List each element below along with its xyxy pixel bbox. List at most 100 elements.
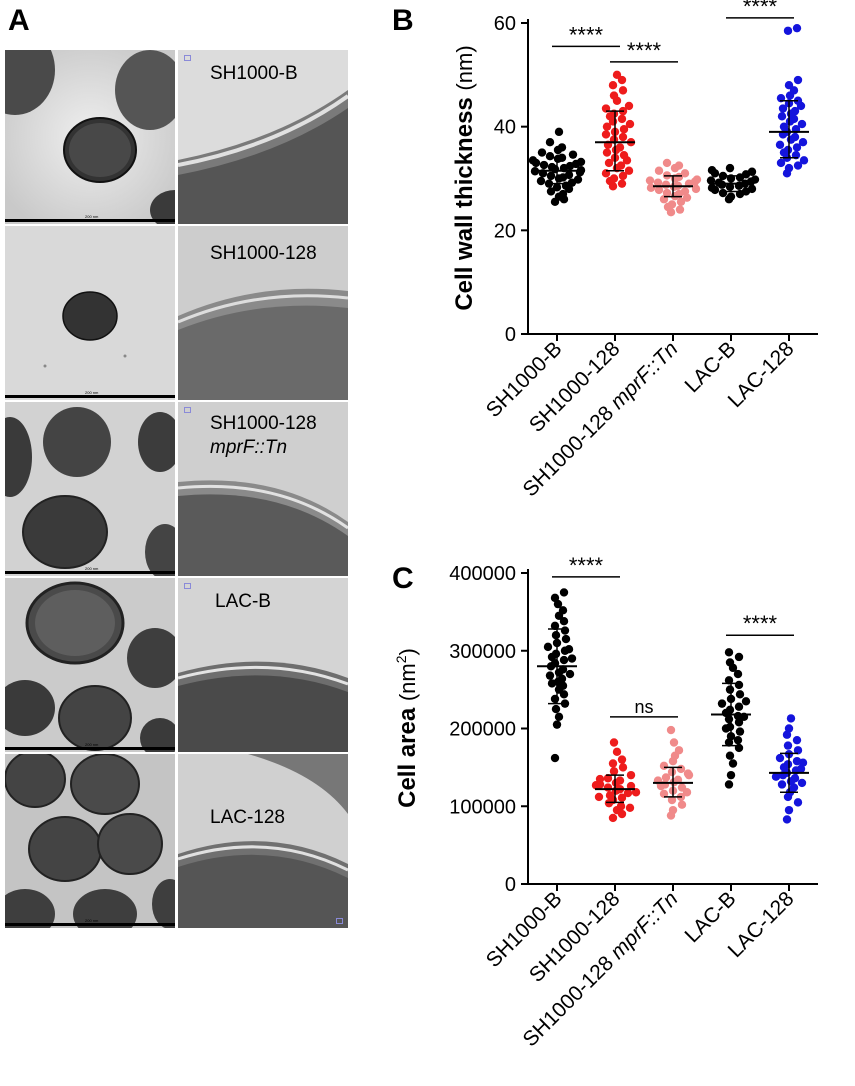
data-point: [682, 788, 692, 797]
data-point: [609, 738, 619, 747]
data-point: [662, 158, 672, 168]
data-point: [793, 75, 803, 85]
zoom-micrograph: [178, 402, 348, 576]
data-point: [674, 746, 684, 755]
data-point: [617, 114, 627, 124]
zoom-micrograph: [178, 754, 348, 928]
panel-letter-b: B: [392, 4, 414, 37]
data-point: [667, 767, 677, 777]
series-group: [595, 70, 636, 191]
data-point: [799, 156, 809, 165]
data-point: [594, 792, 604, 802]
data-point: [561, 634, 571, 644]
series-group: [653, 725, 694, 820]
data-point: [539, 160, 549, 170]
data-point: [784, 724, 794, 733]
data-point: [602, 122, 612, 131]
data-point: [726, 192, 736, 201]
data-point: [666, 725, 676, 735]
y-axis-title: Cell wall thickness (nm): [451, 45, 478, 310]
data-point: [545, 138, 555, 147]
data-point: [631, 788, 641, 797]
data-point: [654, 185, 664, 195]
overview-micrograph: 200 nm: [5, 402, 175, 576]
data-point: [545, 152, 555, 161]
data-point: [617, 179, 627, 188]
y-tick-label: 400000: [449, 563, 516, 585]
y-axis-title-superscript: 2: [393, 655, 409, 663]
micrograph-row-lac-128: 200 nm LAC-128: [5, 754, 348, 928]
data-point: [554, 712, 564, 722]
y-tick-label: 20: [494, 220, 516, 242]
data-point: [667, 200, 677, 209]
data-point: [615, 143, 625, 152]
data-point: [608, 813, 618, 823]
data-point: [735, 690, 745, 699]
data-point: [623, 788, 633, 798]
data-point: [557, 143, 567, 152]
micrograph-label: LAC-128: [210, 807, 285, 828]
data-point: [725, 163, 735, 173]
data-point: [779, 122, 789, 131]
data-point: [676, 764, 686, 774]
data-point: [551, 704, 561, 714]
data-point: [550, 593, 560, 603]
data-point: [725, 751, 735, 760]
marker-icon: [184, 407, 191, 413]
data-point: [790, 106, 800, 116]
data-point: [559, 617, 569, 626]
data-point: [564, 644, 574, 654]
micrograph-row-sh1000-128: 200 nm SH1000-128: [5, 226, 348, 400]
series-group: [537, 588, 577, 763]
data-point: [604, 158, 614, 168]
panel-letter-a: A: [8, 4, 30, 37]
data-point: [726, 770, 736, 780]
y-axis-title-text: Cell wall thickness: [451, 91, 478, 311]
data-point: [747, 167, 757, 176]
data-point: [654, 166, 664, 175]
data-point: [659, 761, 669, 771]
data-point: [733, 735, 743, 745]
data-point: [624, 101, 634, 111]
data-point: [747, 184, 757, 194]
data-point: [798, 138, 808, 147]
zoom-micrograph: [178, 578, 348, 752]
data-point: [601, 130, 611, 139]
data-point: [661, 773, 671, 782]
data-point: [617, 75, 627, 85]
data-point: [778, 104, 788, 113]
data-point: [646, 183, 656, 193]
data-point: [707, 166, 717, 175]
data-point: [725, 658, 735, 667]
data-point: [536, 176, 546, 186]
data-point: [784, 81, 794, 90]
data-point: [797, 778, 807, 788]
data-point: [675, 205, 685, 214]
data-point: [776, 158, 786, 168]
data-point: [550, 621, 560, 631]
data-point: [798, 758, 808, 767]
data-point: [545, 671, 555, 680]
data-point: [793, 746, 803, 755]
data-point: [734, 718, 744, 727]
data-point: [626, 770, 636, 780]
data-point: [616, 802, 626, 811]
data-point: [783, 760, 793, 769]
data-point: [608, 81, 618, 90]
y-tick-label: 40: [494, 117, 516, 139]
data-point: [617, 755, 627, 764]
data-point: [595, 774, 605, 784]
data-point: [775, 140, 785, 150]
data-point: [543, 642, 553, 652]
data-point: [692, 175, 702, 184]
y-axis-title: Cell area (nm2): [393, 648, 421, 808]
data-point: [618, 132, 628, 142]
micrograph-label: SH1000-B: [210, 63, 298, 84]
zoom-micrograph: [178, 50, 348, 224]
data-point: [783, 741, 793, 750]
y-tick-label: 60: [494, 13, 516, 35]
data-point: [725, 705, 735, 715]
overview-micrograph: 200 nm: [5, 50, 175, 224]
data-point: [680, 169, 690, 178]
